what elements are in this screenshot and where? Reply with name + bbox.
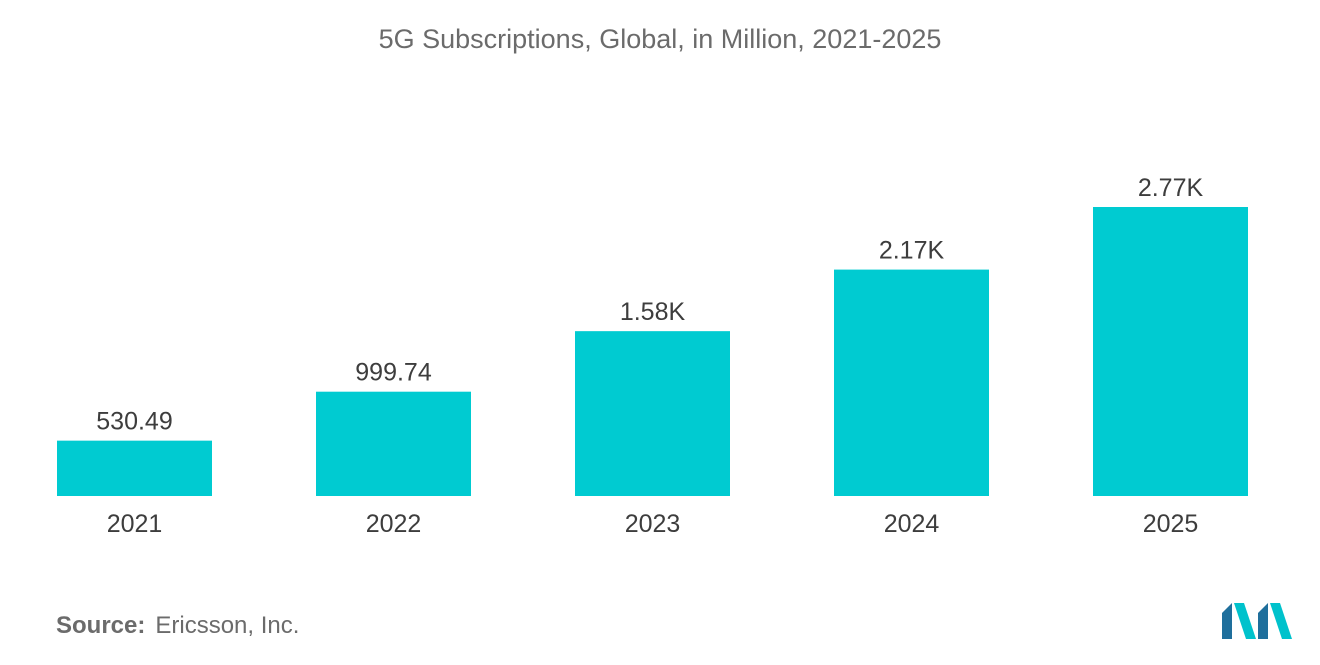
logo-shape-3 [1258, 603, 1268, 639]
bar-2021 [57, 440, 212, 496]
source-note: Source: Ericsson, Inc. [56, 612, 299, 640]
data-label-2024: 2.17K [879, 237, 945, 265]
data-label-2021: 530.49 [96, 408, 172, 436]
x-tick-2024: 2024 [884, 510, 940, 538]
data-label-2025: 2.77K [1138, 174, 1204, 202]
source-value: Ericsson, Inc. [155, 612, 300, 639]
x-tick-2025: 2025 [1143, 510, 1199, 538]
chart-title: 5G Subscriptions, Global, in Million, 20… [378, 24, 942, 54]
bar-2025 [1093, 207, 1248, 496]
data-label-2023: 1.58K [620, 298, 686, 326]
source-label: Source: [56, 612, 146, 639]
bar-2023 [575, 331, 730, 496]
brand-logo [1222, 603, 1292, 639]
x-tick-2023: 2023 [625, 510, 681, 538]
data-label-2022: 999.74 [355, 359, 432, 387]
bar-2022 [316, 391, 471, 496]
logo-shape-1 [1222, 603, 1232, 639]
logo-shape-4 [1270, 603, 1292, 639]
bar-chart: 530.49 2021 999.74 2022 1.58K 2023 2.17K 2024 2.… [57, 174, 1248, 538]
bar-2024 [834, 269, 989, 496]
x-tick-2022: 2022 [366, 510, 422, 538]
x-tick-2021: 2021 [107, 510, 163, 538]
logo-shape-2 [1234, 603, 1256, 639]
